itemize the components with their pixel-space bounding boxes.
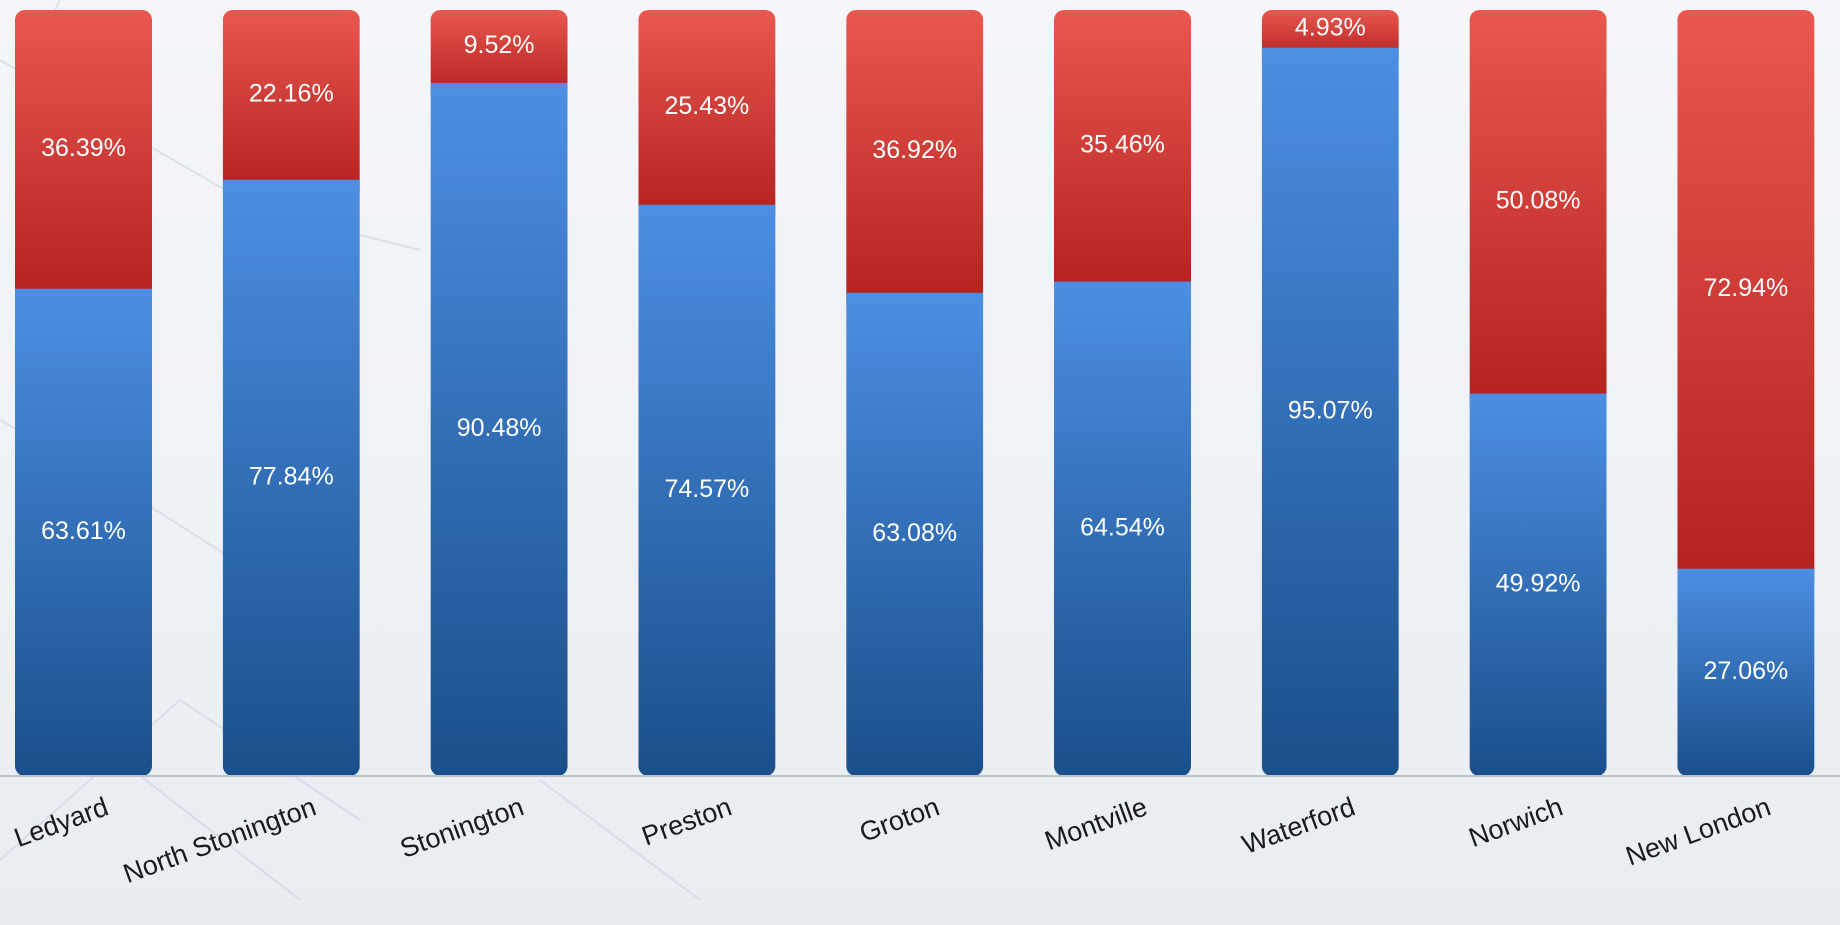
bar-group-groton: 36.92% 63.08% [846,10,984,776]
bar-group-north-stonington: 22.16% 77.84% [222,10,360,776]
bar-segment-blue-montville [1054,281,1191,776]
data-label-blue-waterford: 95.07% [1288,396,1373,424]
data-label-blue-preston: 74.57% [665,475,750,503]
bar-segment-blue-new-london [1677,568,1815,776]
x-tick-label-montville: Montville [1041,791,1151,856]
data-label-blue-stonington: 90.48% [457,414,542,442]
bar-group-montville: 35.46% 64.54% [1054,10,1191,776]
data-label-blue-ledyard: 63.61% [41,517,126,545]
data-label-red-groton: 36.92% [872,136,957,164]
x-tick-label-new-london: New London [1622,791,1775,871]
bar-segment-red-groton [846,10,984,305]
data-label-blue-north-stonington: 77.84% [249,462,334,490]
data-label-red-north-stonington: 22.16% [249,79,334,107]
bar-segment-blue-groton [846,292,984,776]
bar-group-preston: 25.43% 74.57% [638,10,776,776]
data-label-red-new-london: 72.94% [1704,274,1789,302]
data-label-red-preston: 25.43% [665,92,750,120]
x-axis-ticks: Ledyard North Stonington Stonington Preston… [10,791,1774,888]
data-label-red-norwich: 50.08% [1496,186,1581,214]
bar-group-new-london: 72.94% 27.06% [1677,10,1815,776]
bar-group-waterford: 4.93% 95.07% [1261,10,1399,776]
bar-group-ledyard: 36.39% 63.61% [15,10,152,776]
bar-segment-red-norwich [1469,10,1607,406]
bars-layer: 36.39% 63.61% 22.16% 77.84% 9.52% 90.48% 25.43… [15,10,1815,776]
data-label-red-montville: 35.46% [1080,130,1165,158]
x-tick-label-preston: Preston [638,791,736,851]
bar-segment-blue-norwich [1469,393,1607,776]
data-label-blue-montville: 64.54% [1080,513,1165,541]
x-tick-label-ledyard: Ledyard [10,791,112,853]
bar-segment-blue-ledyard [15,288,152,776]
bar-segment-blue-preston [638,204,776,776]
bar-segment-red-new-london [1677,10,1815,581]
data-label-red-waterford: 4.93% [1295,13,1366,41]
data-label-blue-norwich: 49.92% [1496,569,1581,597]
bar-segment-blue-north-stonington [222,179,360,776]
x-tick-label-north-stonington: North Stonington [119,791,320,888]
x-tick-label-waterford: Waterford [1238,791,1359,859]
data-label-blue-new-london: 27.06% [1704,657,1789,685]
bar-group-norwich: 50.08% 49.92% [1469,10,1607,776]
x-tick-label-groton: Groton [855,791,943,847]
bar-segment-red-preston [638,10,776,217]
bar-segment-red-montville [1054,10,1191,294]
data-label-red-stonington: 9.52% [464,31,535,59]
data-label-blue-groton: 63.08% [872,519,957,547]
bar-segment-red-north-stonington [222,10,360,192]
x-tick-label-norwich: Norwich [1465,791,1567,853]
bar-group-stonington: 9.52% 90.48% [430,10,568,776]
bar-segment-red-stonington [430,10,568,95]
bar-segment-blue-stonington [430,82,568,776]
x-tick-label-stonington: Stonington [396,791,528,863]
bar-segment-blue-waterford [1261,47,1399,776]
bar-segment-red-ledyard [15,10,152,301]
data-label-red-ledyard: 36.39% [41,134,126,162]
